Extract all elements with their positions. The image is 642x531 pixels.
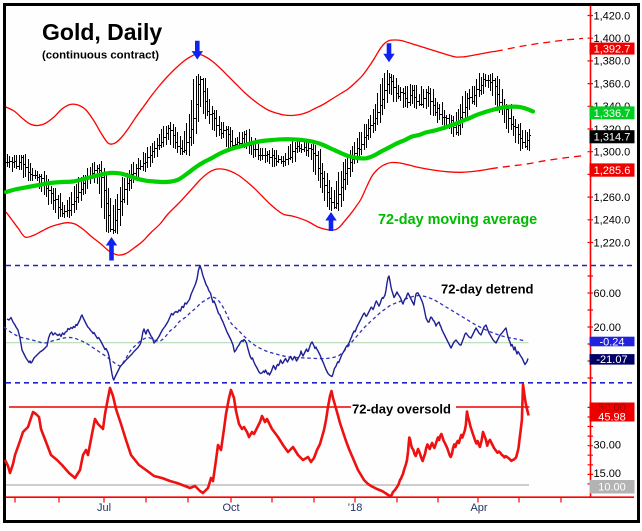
svg-text:1,260.0: 1,260.0 [594, 192, 631, 204]
svg-text:1,336.7: 1,336.7 [594, 108, 631, 120]
svg-text:1,400.0: 1,400.0 [594, 33, 631, 45]
svg-text:20.00: 20.00 [594, 322, 622, 334]
svg-text:1,220.0: 1,220.0 [594, 237, 631, 249]
svg-text:1,360.0: 1,360.0 [594, 78, 631, 90]
svg-text:Jul: Jul [97, 502, 111, 514]
svg-text:1,420.0: 1,420.0 [594, 10, 631, 22]
svg-text:72-day oversold: 72-day oversold [352, 402, 451, 417]
svg-text:45.98: 45.98 [598, 411, 626, 423]
svg-text:-0.24: -0.24 [599, 336, 624, 348]
svg-text:1,300.0: 1,300.0 [594, 147, 631, 159]
svg-text:60.00: 60.00 [594, 288, 622, 300]
svg-text:Oct: Oct [222, 502, 239, 514]
svg-text:72-day moving average: 72-day moving average [378, 212, 537, 228]
svg-text:1,314.7: 1,314.7 [594, 132, 631, 144]
svg-text:Apr: Apr [470, 502, 487, 514]
svg-text:1,240.0: 1,240.0 [594, 215, 631, 227]
svg-text:72-day detrend: 72-day detrend [441, 282, 534, 297]
svg-text:Gold, Daily: Gold, Daily [42, 19, 162, 45]
svg-text:’18: ’18 [348, 502, 363, 514]
svg-text:1,380.0: 1,380.0 [594, 56, 631, 68]
svg-text:10.00: 10.00 [598, 482, 626, 494]
svg-text:1,392.7: 1,392.7 [594, 44, 631, 56]
svg-text:50.00: 50.00 [598, 402, 626, 414]
svg-text:1,285.6: 1,285.6 [594, 165, 631, 177]
svg-text:(continuous contract): (continuous contract) [42, 50, 159, 62]
svg-text:30.00: 30.00 [594, 440, 622, 452]
svg-text:-21.07: -21.07 [596, 354, 627, 366]
svg-text:15.00: 15.00 [594, 468, 622, 480]
